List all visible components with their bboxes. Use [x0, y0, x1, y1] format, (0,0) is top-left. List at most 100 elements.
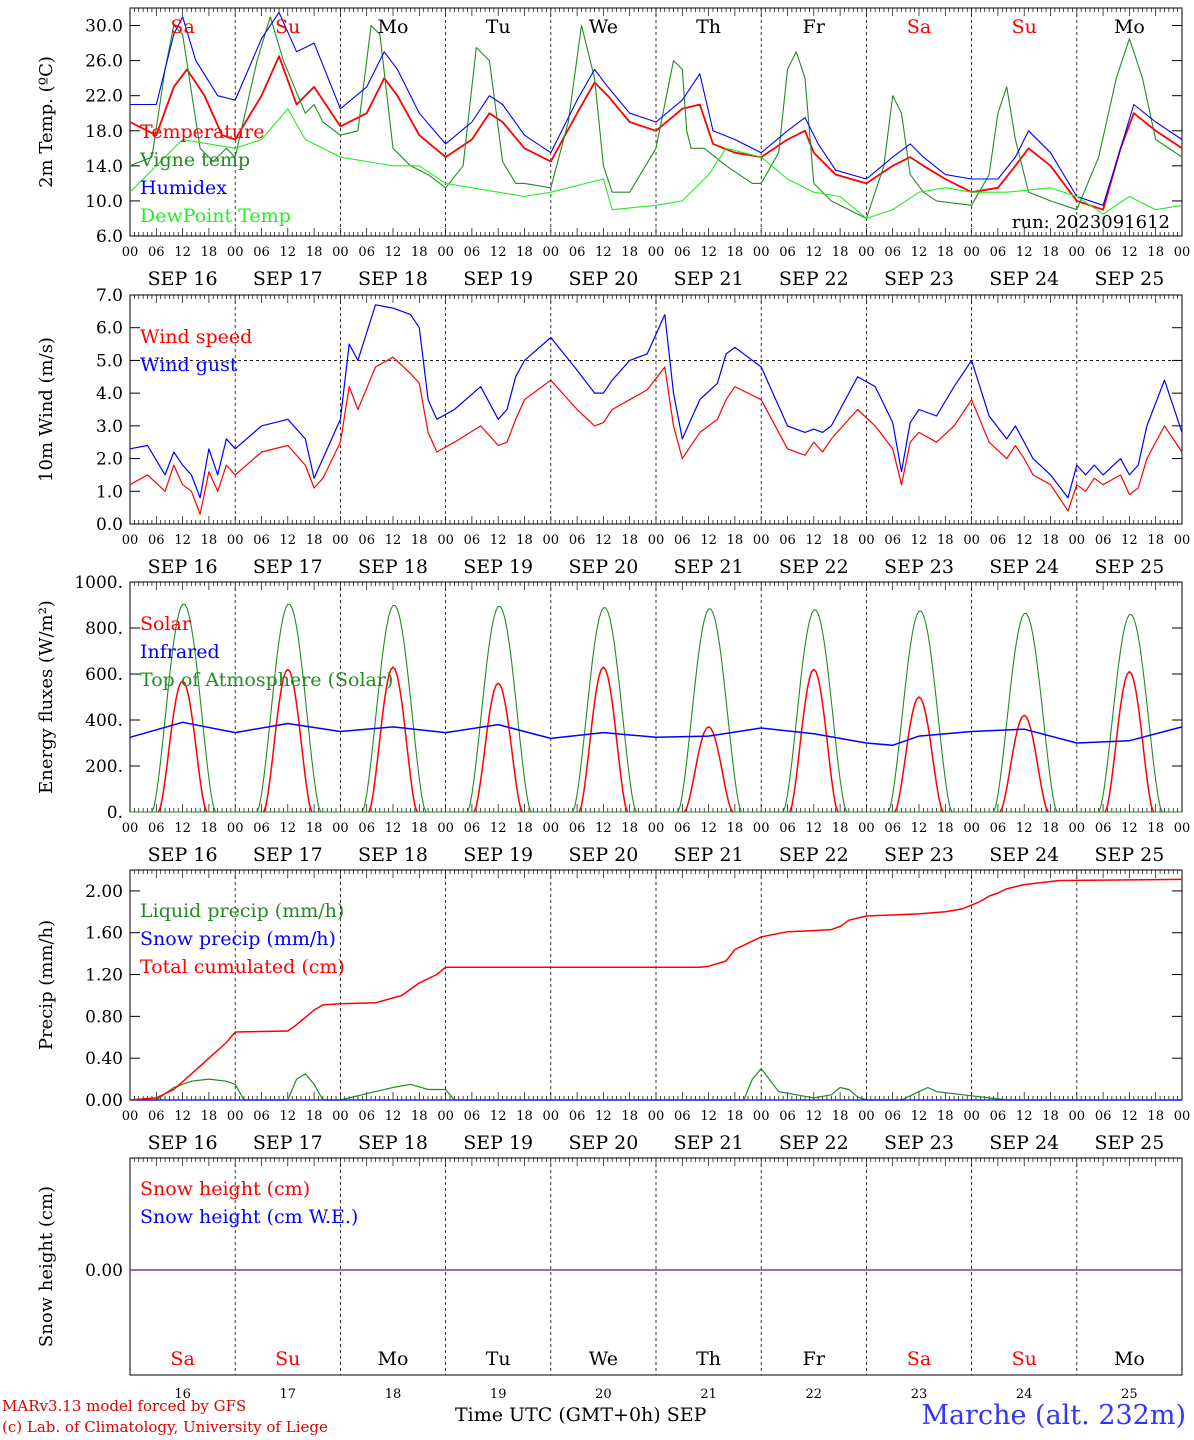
- hour-tick-label: 18: [411, 1109, 428, 1124]
- y-tick-label: 10.0: [85, 192, 123, 212]
- hour-tick-label: 06: [990, 821, 1007, 836]
- hour-tick-label: 12: [806, 1109, 823, 1124]
- date-label: SEP 25: [1094, 1132, 1164, 1154]
- hour-tick-label: 12: [806, 533, 823, 548]
- hour-tick-label: 18: [411, 533, 428, 548]
- hour-tick-label: 06: [884, 1109, 901, 1124]
- day-number-label: 19: [490, 1387, 507, 1402]
- hour-tick-label: 18: [621, 245, 638, 260]
- y-tick-label: 2.0: [96, 450, 123, 470]
- y-axis-label: 2m Temp. (ºC): [36, 56, 57, 188]
- date-label: SEP 20: [568, 556, 638, 578]
- hour-tick-label: 00: [332, 1109, 349, 1124]
- day-number-label: 16: [174, 1387, 191, 1402]
- day-name-label: Su: [1012, 1348, 1037, 1370]
- hour-tick-label: 18: [621, 821, 638, 836]
- hour-tick-label: 18: [832, 821, 849, 836]
- hour-tick-label: 00: [753, 1109, 770, 1124]
- y-tick-label: 6.0: [96, 227, 123, 247]
- day-number-label: 17: [280, 1387, 297, 1402]
- date-label: SEP 25: [1094, 268, 1164, 290]
- day-name-label: Tu: [486, 1348, 511, 1370]
- hour-tick-label: 12: [280, 821, 297, 836]
- y-axis-label: 10m Wind (m/s): [36, 337, 57, 482]
- hour-tick-label: 00: [1069, 245, 1086, 260]
- date-label: SEP 22: [779, 1132, 849, 1154]
- credit-line-1: MARv3.13 model forced by GFS: [2, 1397, 247, 1415]
- hour-tick-label: 12: [911, 1109, 928, 1124]
- hour-tick-label: 06: [358, 821, 375, 836]
- hour-tick-label: 18: [516, 533, 533, 548]
- hour-tick-label: 18: [1147, 1109, 1164, 1124]
- day-number-label: 23: [911, 1387, 928, 1402]
- hour-tick-label: 12: [1121, 1109, 1138, 1124]
- hour-tick-label: 06: [464, 245, 481, 260]
- date-label: SEP 19: [463, 1132, 533, 1154]
- date-label: SEP 19: [463, 844, 533, 866]
- hour-tick-label: 18: [832, 1109, 849, 1124]
- hour-tick-label: 06: [884, 245, 901, 260]
- hour-tick-label: 00: [648, 821, 665, 836]
- hour-tick-label: 00: [437, 533, 454, 548]
- date-label: SEP 18: [358, 844, 428, 866]
- hour-tick-label: 12: [174, 821, 191, 836]
- hour-tick-label: 18: [621, 1109, 638, 1124]
- solar-curve: [683, 726, 734, 813]
- hour-tick-label: 00: [437, 245, 454, 260]
- hour-tick-label: 12: [174, 245, 191, 260]
- toa-solar-curve: [572, 607, 637, 813]
- y-tick-label: 1.0: [96, 482, 123, 502]
- hour-tick-label: 00: [122, 245, 139, 260]
- hour-tick-label: 06: [464, 1109, 481, 1124]
- toa-solar-curve: [677, 608, 743, 813]
- hour-tick-label: 00: [1069, 821, 1086, 836]
- hour-tick-label: 18: [1042, 1109, 1059, 1124]
- hour-tick-label: 00: [1174, 245, 1191, 260]
- hour-tick-label: 00: [227, 533, 244, 548]
- day-name-label: Th: [696, 1348, 721, 1370]
- hour-tick-label: 12: [700, 533, 717, 548]
- hour-tick-label: 06: [464, 533, 481, 548]
- date-label: SEP 25: [1094, 556, 1164, 578]
- y-tick-label: 800.: [85, 619, 123, 639]
- day-name-label: Mo: [378, 1348, 409, 1370]
- hour-tick-label: 12: [280, 1109, 297, 1124]
- legend-entry: Snow height (cm W.E.): [140, 1206, 358, 1228]
- hour-tick-label: 18: [1147, 245, 1164, 260]
- hour-tick-label: 06: [569, 245, 586, 260]
- date-label: SEP 24: [989, 556, 1059, 578]
- day-number-label: 21: [700, 1387, 717, 1402]
- hour-tick-label: 18: [201, 533, 218, 548]
- hour-tick-label: 18: [201, 821, 218, 836]
- y-tick-label: 7.0: [96, 286, 123, 306]
- hour-tick-label: 00: [543, 533, 560, 548]
- date-label: SEP 22: [779, 556, 849, 578]
- date-label: SEP 21: [674, 268, 744, 290]
- date-label: SEP 18: [358, 556, 428, 578]
- hour-tick-label: 06: [674, 1109, 691, 1124]
- hour-tick-label: 12: [700, 1109, 717, 1124]
- hour-tick-label: 12: [1016, 245, 1033, 260]
- hour-tick-label: 00: [648, 245, 665, 260]
- legend-entry: DewPoint Temp: [140, 205, 291, 227]
- hour-tick-label: 12: [490, 821, 507, 836]
- hour-tick-label: 18: [727, 533, 744, 548]
- hour-tick-label: 00: [332, 245, 349, 260]
- hour-tick-label: 06: [148, 821, 165, 836]
- hour-tick-label: 00: [122, 1109, 139, 1124]
- panel-3: 00 06 12 18 00 06 12 18 00 06 12 18 00 06 12 18 00 06 12 18…: [36, 573, 1190, 866]
- series-line: [130, 11, 1183, 206]
- y-tick-label: 22.0: [85, 87, 123, 107]
- hour-tick-label: 06: [253, 533, 270, 548]
- hour-tick-label: 00: [543, 1109, 560, 1124]
- y-tick-label: 1000.: [74, 573, 123, 593]
- hour-tick-label: 00: [1174, 533, 1191, 548]
- y-tick-label: 30.0: [85, 17, 123, 37]
- hour-tick-label: 00: [858, 533, 875, 548]
- solar-curve: [788, 668, 839, 813]
- hour-tick-label: 18: [201, 245, 218, 260]
- day-name-label: Su: [275, 16, 300, 38]
- y-tick-label: 0.00: [85, 1261, 123, 1281]
- hour-tick-label: 12: [490, 533, 507, 548]
- hour-tick-label: 06: [148, 533, 165, 548]
